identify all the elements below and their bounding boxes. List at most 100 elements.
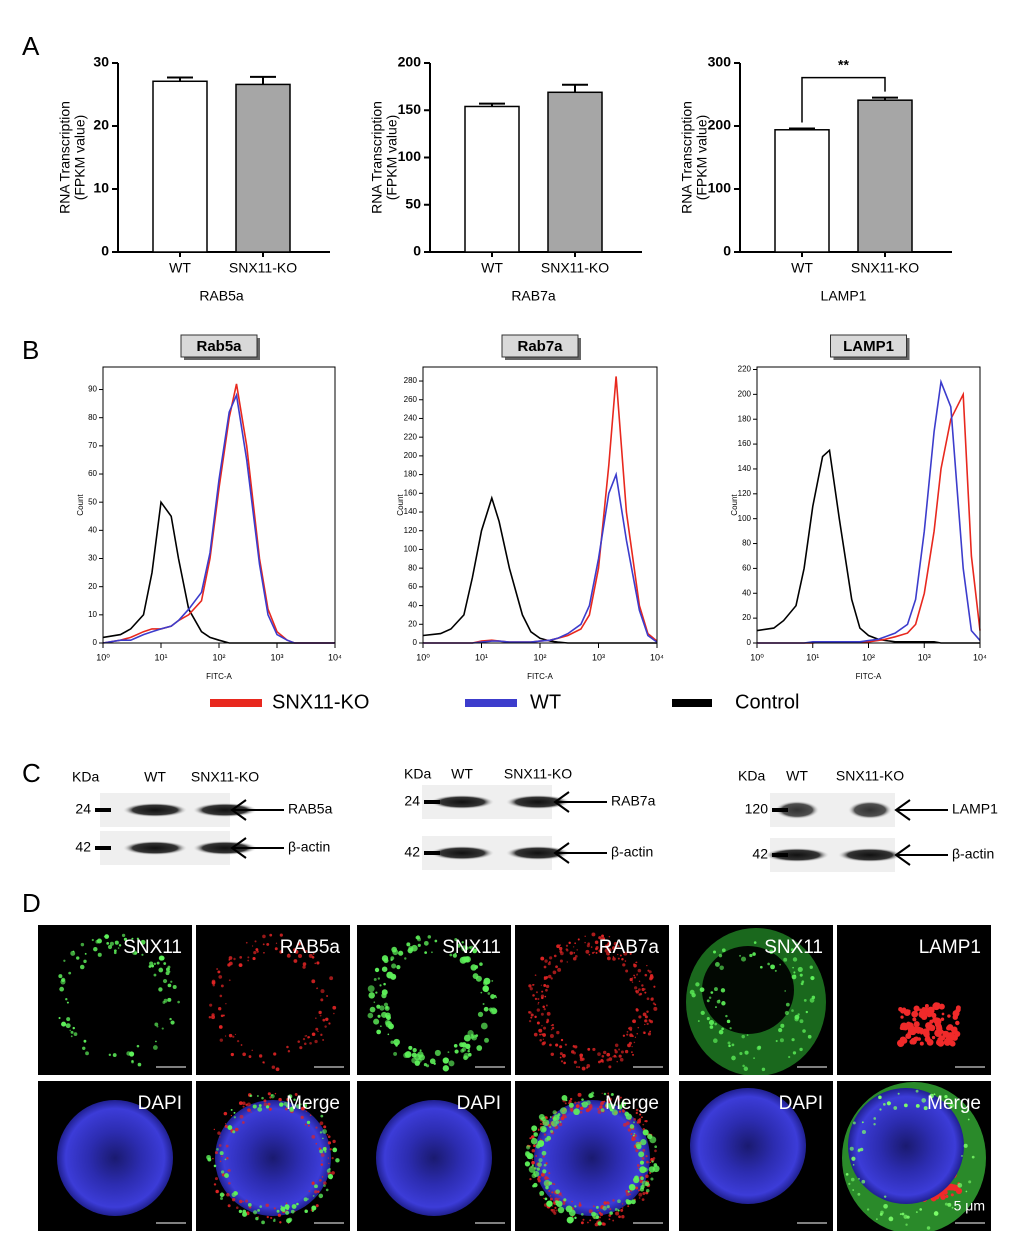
y-tick-label: 0: [93, 638, 98, 647]
puncta: [629, 1033, 633, 1038]
puncta: [319, 1179, 322, 1182]
puncta: [307, 1036, 311, 1039]
puncta: [621, 958, 624, 961]
puncta: [545, 1004, 548, 1007]
puncta: [390, 973, 397, 980]
puncta: [563, 1061, 566, 1065]
puncta: [132, 950, 138, 956]
puncta: [601, 1222, 605, 1226]
puncta: [654, 1145, 658, 1149]
puncta: [619, 1057, 624, 1062]
puncta: [216, 1148, 219, 1151]
puncta: [252, 1104, 257, 1109]
blot-band: [123, 803, 187, 817]
puncta: [274, 947, 278, 951]
puncta: [635, 1108, 639, 1112]
puncta: [921, 1007, 926, 1012]
puncta: [602, 1050, 607, 1055]
puncta: [545, 1162, 548, 1165]
puncta: [542, 1155, 545, 1158]
puncta: [548, 1172, 551, 1175]
puncta: [802, 1029, 806, 1033]
y-axis-label: Count: [730, 494, 739, 516]
puncta: [592, 1095, 595, 1097]
puncta: [933, 1093, 936, 1096]
puncta: [561, 1094, 568, 1101]
puncta: [131, 937, 134, 940]
puncta: [642, 1148, 646, 1152]
puncta: [381, 955, 389, 962]
puncta: [612, 957, 616, 961]
puncta: [649, 974, 654, 978]
puncta: [95, 939, 100, 944]
puncta: [608, 1218, 611, 1221]
puncta: [320, 1114, 324, 1118]
puncta: [217, 970, 221, 974]
puncta: [544, 1176, 549, 1180]
puncta: [251, 945, 254, 947]
puncta: [571, 1200, 573, 1203]
puncta: [556, 1120, 560, 1124]
puncta: [633, 974, 635, 977]
puncta: [601, 1060, 605, 1063]
puncta: [716, 999, 721, 1004]
puncta: [257, 1208, 260, 1212]
puncta: [644, 1120, 647, 1123]
x-tick-label: 10⁰: [96, 652, 110, 662]
puncta: [955, 1009, 958, 1012]
puncta: [325, 1188, 329, 1192]
puncta: [612, 1056, 614, 1058]
puncta: [792, 957, 798, 962]
puncta: [584, 941, 586, 944]
x-tick-label: 10³: [918, 652, 931, 662]
puncta: [636, 973, 638, 975]
puncta: [614, 1043, 619, 1048]
puncta: [949, 1103, 955, 1108]
puncta: [947, 1202, 952, 1207]
puncta: [525, 1151, 531, 1158]
puncta: [919, 1041, 924, 1046]
puncta: [561, 1195, 563, 1197]
chart-title: Rab7a: [517, 338, 563, 355]
puncta: [329, 1148, 332, 1151]
puncta: [529, 1177, 532, 1181]
puncta: [307, 1124, 310, 1127]
puncta: [614, 1104, 617, 1106]
puncta: [539, 1138, 542, 1140]
puncta: [302, 962, 307, 966]
puncta: [919, 1208, 923, 1211]
puncta: [404, 957, 407, 960]
puncta: [922, 1028, 930, 1036]
puncta: [601, 934, 605, 938]
puncta: [575, 1104, 580, 1108]
puncta: [373, 1018, 380, 1025]
puncta: [323, 1181, 327, 1185]
puncta: [542, 1005, 545, 1008]
puncta: [586, 1066, 589, 1069]
puncta: [803, 999, 807, 1002]
puncta: [799, 1047, 803, 1052]
puncta: [784, 990, 787, 992]
puncta: [603, 1092, 607, 1096]
puncta: [555, 965, 558, 969]
puncta: [540, 1173, 545, 1177]
puncta: [548, 1181, 553, 1186]
puncta: [791, 1009, 794, 1012]
puncta: [552, 1116, 557, 1121]
puncta: [383, 982, 386, 986]
puncta: [644, 1023, 646, 1026]
puncta: [562, 1114, 565, 1117]
puncta: [617, 957, 620, 960]
puncta: [311, 1205, 317, 1211]
puncta: [387, 1023, 394, 1030]
channel-label: SNX11: [442, 937, 501, 958]
puncta: [546, 1200, 553, 1208]
puncta: [938, 1003, 945, 1010]
y-tick-label: 60: [88, 469, 97, 478]
puncta: [631, 1045, 633, 1048]
puncta: [331, 1156, 334, 1160]
y-tick-label: 220: [404, 432, 418, 441]
puncta: [620, 1208, 624, 1212]
puncta: [851, 1156, 856, 1161]
legend-label: SNX11-KO: [272, 691, 369, 713]
